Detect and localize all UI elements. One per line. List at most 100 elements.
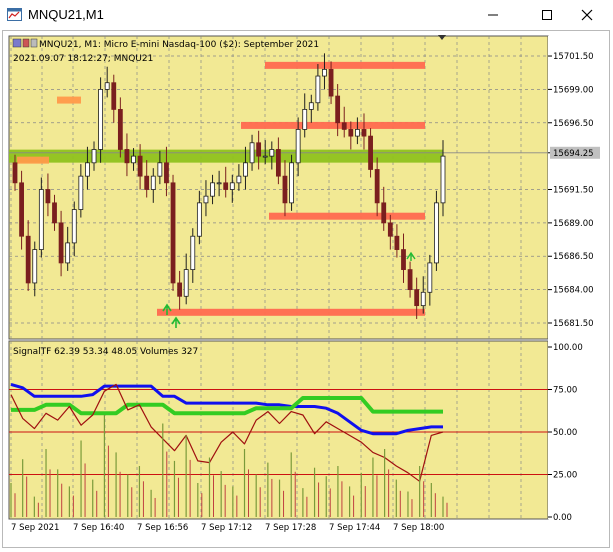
candle-body [368, 135, 373, 170]
candle-body [19, 182, 24, 237]
x-tick-label: 7 Sep 17:12 [201, 523, 252, 533]
ind-tick-label: 50.00 [553, 428, 577, 438]
candle-body [302, 109, 308, 130]
candle-body [196, 202, 202, 237]
candle-body [361, 129, 367, 137]
candle-body [117, 109, 123, 150]
chart-bars-icon[interactable] [22, 38, 30, 48]
chart-canvas[interactable]: 7 Sep 2021 7 Sep 16:40 7 Sep 16:56 7 Sep 17… [3, 31, 609, 547]
candle-body [289, 162, 294, 204]
window-titlebar[interactable]: MNQU21,M1 [0, 0, 613, 30]
minimize-icon [488, 14, 498, 16]
candle-body [354, 129, 360, 137]
y-tick-label: 15686.50 [553, 252, 594, 262]
candle-body [216, 182, 222, 185]
chart-window[interactable]: 7 Sep 2021 7 Sep 16:40 7 Sep 16:56 7 Sep 17… [2, 30, 610, 548]
candle-body [427, 262, 433, 293]
chart-header: MNQU21, M1: Micro E-mini Nasdaq-100 ($2)… [12, 35, 446, 64]
candle-body [341, 122, 347, 130]
candle-body [131, 155, 136, 164]
ind-tick-label: 25.00 [553, 471, 577, 481]
candle-body [434, 202, 439, 264]
candle-body [203, 195, 209, 204]
candle-body [157, 162, 163, 177]
chart-info-line: 2021.09.07 18:12:27; MNQU21 [13, 54, 153, 64]
minimize-button[interactable] [476, 0, 510, 30]
candle-body [25, 235, 31, 284]
candle-body [177, 282, 183, 297]
candle-body [210, 182, 215, 197]
zone-orange [57, 96, 81, 104]
y-tick-label: 15694.25 [553, 149, 594, 159]
maximize-button[interactable] [530, 0, 564, 30]
candle-body [256, 142, 262, 157]
candle-body [45, 189, 51, 204]
ind-tick-label: 75.00 [553, 386, 577, 396]
main-chart-background [8, 35, 549, 340]
x-tick-label: 7 Sep 17:44 [329, 523, 380, 533]
x-tick-label: 7 Sep 16:56 [137, 523, 188, 533]
axis-layer: 7 Sep 2021 7 Sep 16:40 7 Sep 16:56 7 Sep 17… [11, 52, 600, 533]
close-button[interactable] [570, 0, 604, 30]
y-tick-label: 15691.50 [553, 186, 594, 196]
indicator-background [8, 340, 549, 520]
candle-body [137, 155, 143, 177]
close-icon [581, 9, 593, 21]
candle-body [295, 129, 301, 164]
y-tick-label: 15696.50 [553, 119, 594, 129]
chart-symbol-header: MNQU21, M1: Micro E-mini Nasdaq-100 ($2)… [39, 40, 319, 50]
candle-body [164, 162, 169, 184]
maximize-icon [542, 10, 552, 20]
candle-body [387, 222, 393, 237]
candle-body [440, 155, 446, 204]
chart-menu-icon[interactable] [12, 38, 22, 48]
ind-tick-label: 100.00 [553, 343, 583, 353]
candle-body [71, 209, 77, 244]
candle-body [249, 142, 255, 164]
candle-body [98, 88, 103, 150]
candle-body [104, 82, 110, 90]
candle-body [420, 291, 426, 307]
candle-body [315, 75, 321, 104]
zone-red [265, 61, 425, 69]
x-tick-label: 7 Sep 18:00 [393, 523, 444, 533]
window-title: MNQU21,M1 [28, 7, 104, 22]
candle-body [407, 269, 413, 291]
candle-body [190, 235, 196, 270]
y-tick-label: 15701.50 [553, 52, 594, 62]
candle-body [381, 202, 387, 224]
series-line-blue [10, 382, 443, 436]
indicator-label: SignalTF 62.39 53.34 48.05 Volumes 327 [13, 347, 198, 357]
candle-body [401, 249, 406, 270]
series-line-red [10, 383, 444, 482]
candle-body [322, 68, 327, 77]
buy-arrow-icon [162, 303, 172, 315]
candle-body [183, 269, 189, 297]
y-tick-label: 15684.00 [553, 286, 594, 296]
candle-body [269, 149, 275, 157]
series-line-green [11, 396, 443, 416]
chart-shift-marker-icon[interactable] [438, 35, 446, 40]
candle-body [65, 242, 71, 264]
candle-body [414, 289, 420, 307]
y-tick-label: 15689.00 [553, 219, 594, 229]
zone-orange [17, 156, 49, 164]
candle-body [91, 149, 97, 164]
buy-arrow-icon [406, 251, 416, 261]
candle-body [32, 249, 38, 284]
candle-body [275, 149, 281, 177]
y-tick-label: 15699.00 [553, 85, 594, 95]
buy-arrow-icon [171, 316, 181, 328]
x-tick-label: 7 Sep 16:40 [73, 523, 124, 533]
candle-body [144, 175, 150, 190]
candle-body [223, 182, 229, 190]
ind-tick-label: 0.00 [553, 513, 572, 523]
chart-app-icon [7, 8, 22, 26]
candle-body [236, 175, 242, 184]
chart-pin-icon[interactable] [30, 38, 38, 48]
y-tick-label: 15681.50 [553, 319, 594, 329]
candle-body [308, 102, 314, 110]
candle-body [38, 189, 44, 250]
candle-body [170, 182, 176, 284]
candle-body [150, 175, 156, 190]
